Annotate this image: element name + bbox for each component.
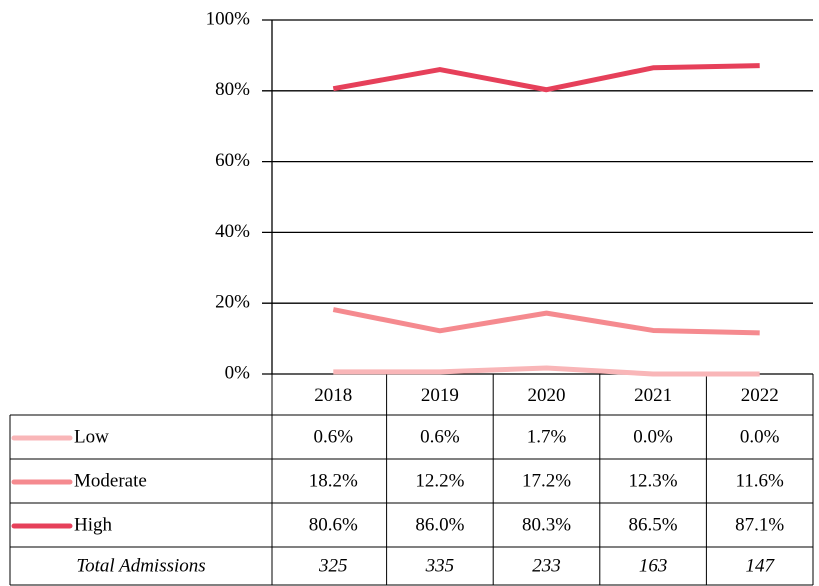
total-value: 163 — [639, 555, 668, 576]
x-tick-label: 2020 — [528, 385, 566, 406]
table-value: 12.3% — [629, 470, 678, 491]
total-value: 147 — [745, 555, 775, 576]
series-line — [332, 307, 760, 336]
table-value: 0.6% — [314, 426, 354, 447]
table-value: 18.2% — [309, 470, 358, 491]
y-tick-label: 80% — [215, 79, 250, 100]
table-value: 87.1% — [735, 514, 784, 535]
y-tick-label: 100% — [206, 8, 251, 29]
y-tick-label: 40% — [215, 221, 250, 242]
table-value: 0.0% — [633, 426, 673, 447]
series-line — [332, 63, 760, 93]
table-value: 86.5% — [629, 514, 678, 535]
legend-label: High — [74, 514, 113, 535]
table-value: 17.2% — [522, 470, 571, 491]
legend-label: Moderate — [74, 470, 147, 491]
total-label: Total Admissions — [76, 555, 205, 576]
x-tick-label: 2021 — [634, 385, 672, 406]
table-value: 86.0% — [415, 514, 464, 535]
table-value: 1.7% — [527, 426, 567, 447]
x-tick-label: 2018 — [314, 385, 352, 406]
table-value: 12.2% — [415, 470, 464, 491]
y-tick-label: 60% — [215, 150, 250, 171]
series-line — [333, 365, 760, 377]
legend-label: Low — [74, 426, 109, 447]
total-value: 325 — [318, 555, 348, 576]
y-tick-label: 20% — [215, 292, 250, 313]
total-value: 335 — [425, 555, 455, 576]
total-value: 233 — [532, 555, 561, 576]
table-value: 11.6% — [736, 470, 785, 491]
table-value: 80.3% — [522, 514, 571, 535]
x-tick-label: 2019 — [421, 385, 459, 406]
table-value: 80.6% — [309, 514, 358, 535]
y-tick-label: 0% — [225, 362, 251, 383]
x-tick-label: 2022 — [741, 385, 779, 406]
table-value: 0.0% — [740, 426, 780, 447]
table-value: 0.6% — [420, 426, 460, 447]
